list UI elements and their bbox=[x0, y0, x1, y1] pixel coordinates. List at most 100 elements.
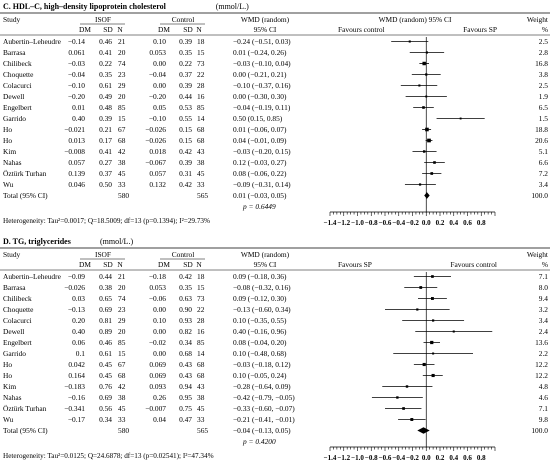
control-dm: 0.069 bbox=[149, 371, 166, 380]
isof-n: 67 bbox=[118, 360, 126, 369]
point-estimate bbox=[425, 95, 428, 98]
control-n: 33 bbox=[197, 180, 205, 189]
isof-sd: 0.46 bbox=[99, 338, 112, 347]
point-estimate bbox=[427, 138, 431, 143]
favours-right-label: Favours SP bbox=[463, 25, 497, 34]
control-dm: 0.093 bbox=[149, 382, 166, 391]
col-header-control: Control bbox=[172, 250, 195, 259]
isof-dm: −0.09 bbox=[68, 272, 85, 281]
study-name: Garrido bbox=[3, 114, 26, 123]
col-header-n-control: N bbox=[196, 25, 202, 34]
control-n: 22 bbox=[197, 70, 205, 79]
isof-n: 29 bbox=[118, 81, 126, 90]
point-estimate bbox=[425, 51, 428, 54]
control-dm: 0.05 bbox=[153, 103, 166, 112]
x-tick-label: −1.4 bbox=[324, 454, 337, 462]
isof-dm: 0.01 bbox=[72, 103, 85, 112]
wmd-ci-value: 0.50 (0.15, 0.85) bbox=[233, 114, 283, 123]
point-estimate bbox=[396, 396, 399, 399]
isof-n: 21 bbox=[118, 37, 126, 46]
wmd-ci-value: 0.01 (−0.24, 0.26) bbox=[233, 48, 287, 57]
control-dm: 0.057 bbox=[149, 169, 166, 178]
control-sd: 0.90 bbox=[179, 305, 192, 314]
control-dm: −0.10 bbox=[149, 114, 166, 123]
total-isof-n: 580 bbox=[118, 426, 129, 435]
panel-unit: (mmol/L.) bbox=[216, 2, 249, 11]
col-header-wmd: WMD (random) bbox=[241, 250, 290, 259]
isof-sd: 0.61 bbox=[99, 81, 112, 90]
wmd-ci-value: 0.04 (−0.01, 0.09) bbox=[233, 136, 287, 145]
point-estimate bbox=[459, 117, 462, 120]
wmd-ci-value: −0.03 (−0.18, 0.12) bbox=[233, 360, 291, 369]
study-name: Chilibeck bbox=[3, 294, 32, 303]
isof-sd: 0.89 bbox=[99, 327, 112, 336]
pooled-diamond bbox=[417, 427, 430, 434]
control-sd: 0.39 bbox=[179, 81, 192, 90]
study-name: Choquette bbox=[3, 70, 34, 79]
isof-dm: −0.04 bbox=[68, 70, 85, 79]
isof-sd: 0.27 bbox=[99, 158, 112, 167]
isof-dm: 0.042 bbox=[68, 360, 85, 369]
wmd-ci-value: 0.12 (−0.03, 0.27) bbox=[233, 158, 287, 167]
total-control-n: 565 bbox=[197, 191, 208, 200]
isof-n: 20 bbox=[118, 48, 126, 57]
wmd-ci-value: 0.01 (−0.06, 0.07) bbox=[233, 125, 287, 134]
wmd-ci-value: −0.28 (−0.64, 0.09) bbox=[233, 382, 291, 391]
wmd-ci-value: −0.21 (−0.41, −0.01) bbox=[233, 415, 295, 424]
x-tick-label: 0.4 bbox=[449, 219, 458, 227]
study-name: Colacurci bbox=[3, 316, 32, 325]
study-name: Garrido bbox=[3, 349, 26, 358]
isof-n: 38 bbox=[118, 158, 126, 167]
isof-n: 29 bbox=[118, 316, 126, 325]
study-weight: 8.0 bbox=[539, 283, 549, 292]
study-weight: 18.8 bbox=[535, 125, 548, 134]
isof-n: 67 bbox=[118, 125, 126, 134]
favours-left-label: Favours SP bbox=[338, 260, 372, 269]
study-name: Barrasa bbox=[3, 48, 26, 57]
control-dm: 0.00 bbox=[153, 327, 166, 336]
isof-n: 33 bbox=[118, 180, 126, 189]
control-sd: 0.42 bbox=[179, 272, 192, 281]
isof-dm: −0.008 bbox=[64, 147, 85, 156]
control-n: 14 bbox=[197, 114, 205, 123]
study-name: Aubertin–Leheudre bbox=[3, 272, 62, 281]
point-estimate bbox=[402, 407, 405, 410]
control-n: 28 bbox=[197, 316, 205, 325]
col-header-control: Control bbox=[172, 15, 195, 24]
isof-sd: 0.76 bbox=[99, 382, 112, 391]
wmd-ci-value: 0.10 (−0.48, 0.68) bbox=[233, 349, 287, 358]
study-weight: 4.6 bbox=[539, 393, 549, 402]
col-header-wmd-ci: 95% CI bbox=[254, 260, 277, 269]
point-estimate bbox=[432, 352, 435, 355]
isof-dm: −0.17 bbox=[68, 415, 85, 424]
isof-n: 21 bbox=[118, 272, 126, 281]
col-header-weight: Weight bbox=[527, 250, 549, 259]
control-n: 38 bbox=[197, 158, 205, 167]
control-n: 68 bbox=[197, 136, 205, 145]
isof-dm: −0.021 bbox=[64, 125, 85, 134]
p-value: p = 0.4200 bbox=[242, 437, 276, 446]
x-tick-label: 0.2 bbox=[436, 219, 445, 227]
isof-sd: 0.46 bbox=[99, 37, 112, 46]
control-dm: 0.00 bbox=[153, 349, 166, 358]
study-name: Nahas bbox=[3, 393, 22, 402]
study-weight: 16.8 bbox=[535, 59, 548, 68]
isof-dm: 0.046 bbox=[68, 180, 85, 189]
control-sd: 0.15 bbox=[179, 136, 192, 145]
total-weight: 100.0 bbox=[531, 191, 548, 200]
isof-dm: 0.06 bbox=[72, 338, 85, 347]
control-sd: 0.43 bbox=[179, 360, 192, 369]
wmd-ci-value: −0.13 (−0.60, 0.34) bbox=[233, 305, 291, 314]
wmd-ci-value: −0.33 (−0.60, −0.07) bbox=[233, 404, 295, 413]
study-name: Dewell bbox=[3, 92, 24, 101]
study-name: Chilibeck bbox=[3, 59, 32, 68]
control-dm: 0.069 bbox=[149, 360, 166, 369]
col-header-wmd: WMD (random) bbox=[241, 15, 290, 24]
x-tick-label: −0.6 bbox=[379, 454, 392, 462]
isof-sd: 0.22 bbox=[99, 59, 112, 68]
col-header-plot: WMD (random) 95% CI bbox=[379, 15, 452, 24]
isof-dm: −0.026 bbox=[64, 283, 85, 292]
isof-n: 15 bbox=[118, 114, 126, 123]
control-n: 15 bbox=[197, 283, 205, 292]
isof-n: 20 bbox=[118, 283, 126, 292]
